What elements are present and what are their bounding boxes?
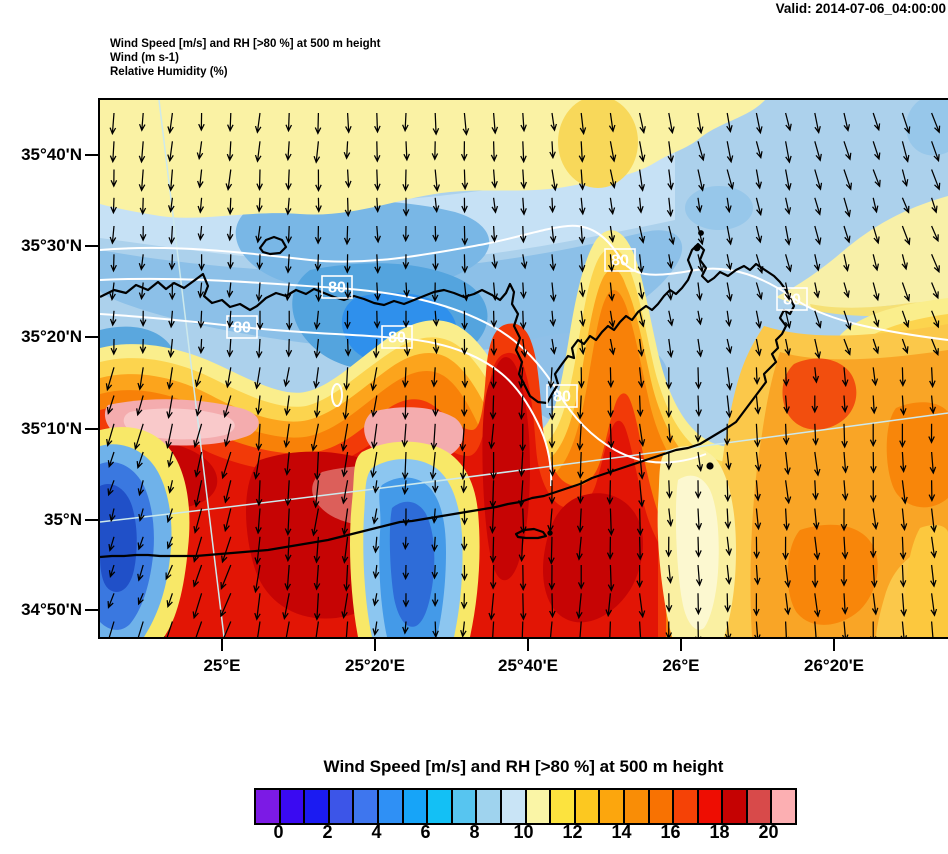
lon-tick	[833, 637, 835, 651]
lat-tick-label: 35°N	[44, 510, 82, 529]
colorbar	[254, 788, 797, 825]
colorbar-tick-label: 16	[660, 822, 681, 842]
colorbar-tick-label: 8	[469, 822, 480, 842]
contour-label-box	[776, 287, 808, 311]
lon-tick-label: 25°E	[203, 656, 241, 675]
colorbar-tick-label: 20	[758, 822, 779, 842]
header-line-1: Wind Speed [m/s] and RH [>80 %] at 500 m…	[110, 38, 381, 50]
lon-tick	[680, 637, 682, 651]
chrysi-island	[514, 527, 548, 540]
contour-label-box	[321, 275, 353, 299]
colorbar-cell	[551, 790, 576, 823]
header-line-3: Relative Humidity (%)	[110, 66, 228, 78]
colorbar-cell	[501, 790, 527, 823]
map-panel: 80 80 80 80 80 80	[98, 98, 948, 639]
lat-tick	[85, 336, 98, 338]
contour-label-text: 80	[611, 253, 629, 270]
koufonisi-islet	[706, 462, 714, 470]
wind-arrows	[105, 112, 941, 637]
colorbar-cell	[575, 790, 601, 823]
colorbar-cell	[452, 790, 478, 823]
contour-label-text: 80	[328, 280, 346, 297]
header-line-2: Wind (m s-1)	[110, 52, 179, 64]
lat-tick-label: 35°20'N	[21, 327, 82, 346]
colorbar-tick-label: 2	[322, 822, 333, 842]
colorbar-tick-label: 14	[611, 822, 632, 842]
colorbar-cell	[428, 790, 453, 823]
crete-coastline	[100, 242, 796, 559]
lon-tick-label: 26°20'E	[804, 656, 864, 675]
lat-tick	[85, 609, 98, 611]
colorbar-tick-label: 6	[420, 822, 431, 842]
colorbar-cell	[723, 790, 748, 823]
rh-contour-lines	[100, 224, 948, 487]
coastline	[100, 230, 796, 559]
colorbar-cell	[378, 790, 404, 823]
lon-tick	[374, 637, 376, 651]
lon-tick-label: 25°20'E	[345, 656, 405, 675]
colorbar-cell	[403, 790, 429, 823]
lon-tick	[527, 637, 529, 651]
contour-label-box	[226, 315, 258, 339]
lat-tick-label: 35°30'N	[21, 236, 82, 255]
colorbar-cell	[698, 790, 724, 823]
islet-dot-2	[693, 244, 701, 252]
contour-label-box	[381, 325, 413, 349]
lat-tick-label: 34°50'N	[21, 600, 82, 619]
wind-arrow-glyphs	[105, 112, 941, 637]
contour-label-text: 80	[388, 330, 406, 347]
colorbar-cell	[280, 790, 306, 823]
colorbar-cell	[526, 790, 552, 823]
colorbar-tick-label: 18	[709, 822, 730, 842]
contour-label-box	[604, 248, 636, 272]
valid-timestamp: Valid: 2014-07-06_04:00:00	[775, 1, 946, 16]
contour-label-box	[546, 384, 578, 408]
colorbar-cell	[649, 790, 675, 823]
lon-tick-label: 26°E	[662, 656, 700, 675]
colorbar-cell	[772, 790, 796, 823]
colorbar-tick-label: 12	[562, 822, 583, 842]
colorbar-cell	[624, 790, 650, 823]
map-fill-layer	[100, 100, 948, 637]
colorbar-cell	[354, 790, 379, 823]
lat-tick	[85, 428, 98, 430]
contour-label-text: 80	[553, 389, 571, 406]
map-svg: 80 80 80 80 80 80	[100, 100, 948, 637]
plot-header: Wind Speed [m/s] and RH [>80 %] at 500 m…	[110, 37, 381, 79]
colorbar-cell	[747, 790, 773, 823]
colorbar-cell	[329, 790, 355, 823]
colorbar-title: Wind Speed [m/s] and RH [>80 %] at 500 m…	[323, 757, 724, 776]
colorbar-tick-label: 4	[371, 822, 382, 842]
colorbar-tick-label: 10	[513, 822, 534, 842]
contour-label-text: 80	[783, 292, 801, 309]
colorbar-cell	[674, 790, 699, 823]
colorbar-cell	[477, 790, 502, 823]
lat-tick-label: 35°10'N	[21, 419, 82, 438]
lon-tick	[221, 637, 223, 651]
lon-tick-label: 25°40'E	[498, 656, 558, 675]
dia-island	[258, 235, 288, 256]
rh-contour-labels: 80 80 80 80 80 80	[226, 248, 808, 408]
lat-tick	[85, 154, 98, 156]
colorbar-cell	[256, 790, 281, 823]
parallel-35n	[100, 412, 948, 523]
contour-label-text: 80	[233, 320, 251, 337]
lat-tick	[85, 245, 98, 247]
colorbar-tick-label: 0	[273, 822, 284, 842]
lat-tick-label: 35°40'N	[21, 145, 82, 164]
colorbar-cell	[305, 790, 330, 823]
colorbar-cell	[600, 790, 625, 823]
lat-tick	[85, 519, 98, 521]
